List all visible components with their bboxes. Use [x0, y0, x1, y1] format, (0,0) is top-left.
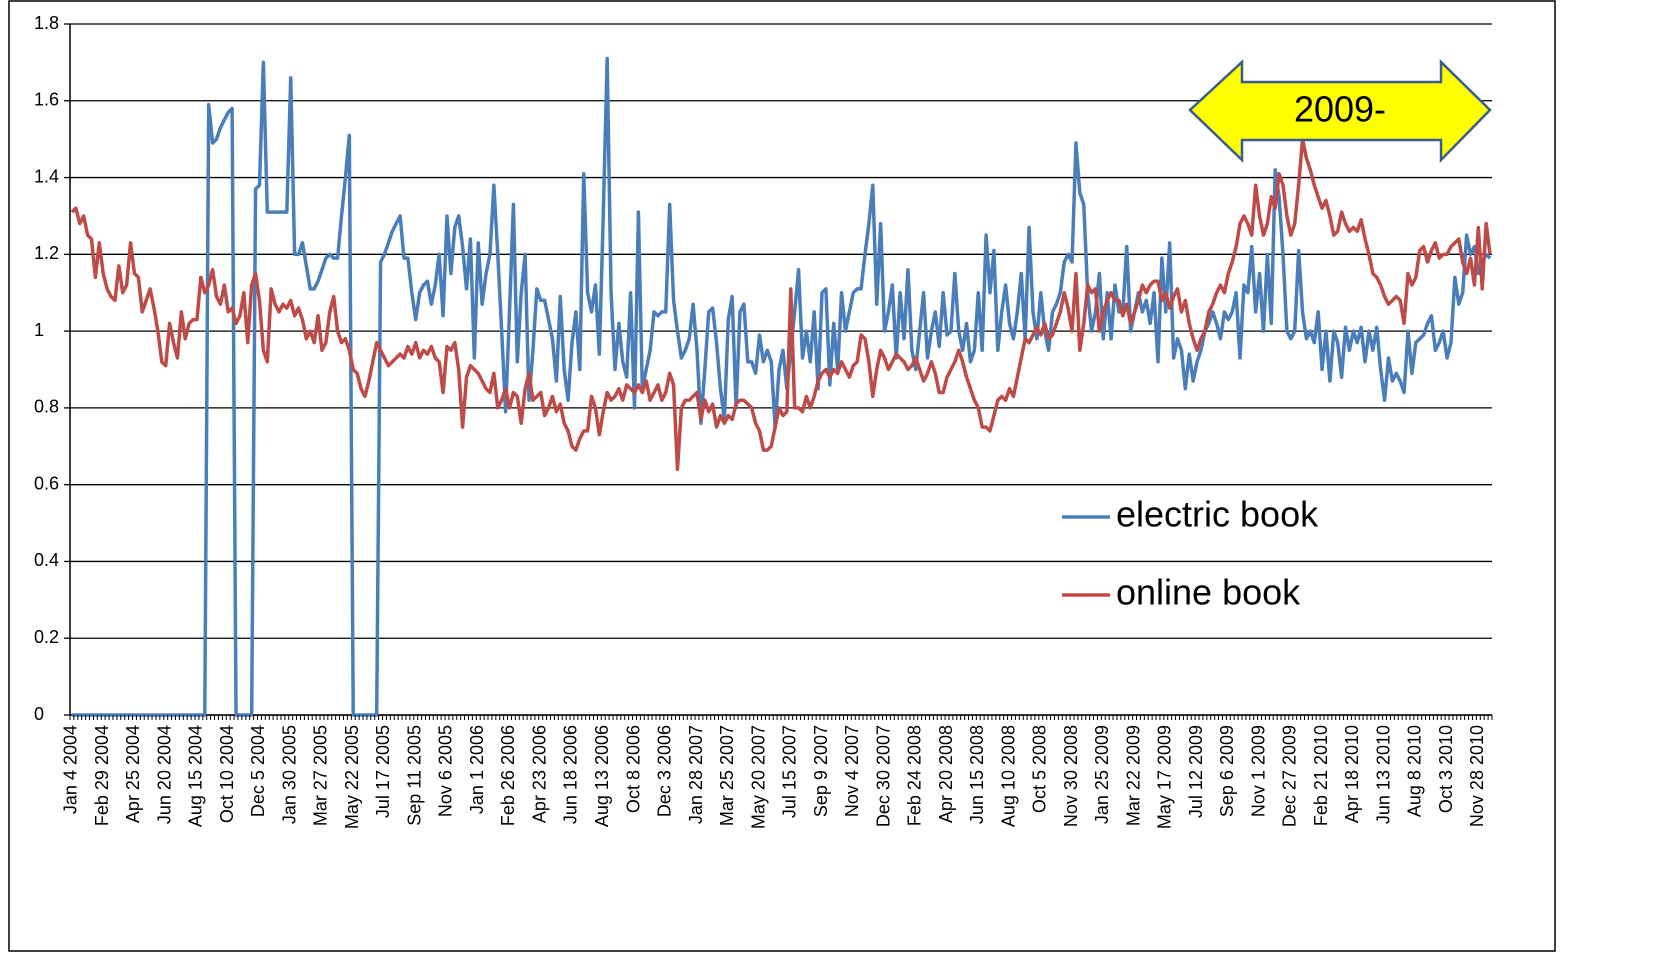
- x-tick-label: Mar 22 2009: [1123, 725, 1143, 826]
- x-tick-label: Jan 30 2005: [279, 725, 299, 824]
- series-line: [71, 56, 1492, 717]
- x-tick-label: Aug 15 2004: [186, 725, 206, 827]
- x-tick-label: Feb 24 2008: [905, 725, 925, 826]
- x-tick-label: Jul 12 2009: [1186, 725, 1206, 818]
- x-tick-label: Apr 18 2010: [1342, 725, 1362, 823]
- y-tick-label: 0: [34, 704, 44, 724]
- x-tick-label: Oct 10 2004: [217, 725, 237, 823]
- x-tick-label: Feb 21 2010: [1311, 725, 1331, 826]
- x-tick-label: Apr 25 2004: [123, 725, 143, 823]
- x-tick-label: Apr 20 2008: [936, 725, 956, 823]
- x-axis-labels: Jan 4 2004 Feb 29 2004 Apr 25 2004 Jun 20 2…: [61, 715, 1493, 829]
- x-tick-label: Nov 30 2008: [1061, 725, 1081, 827]
- x-tick-label: Jan 25 2009: [1092, 725, 1112, 824]
- x-tick-label: May 20 2007: [748, 725, 768, 829]
- legend-label: online book: [1116, 572, 1301, 613]
- y-tick-label: 0.8: [34, 397, 59, 417]
- x-tick-label: Dec 3 2006: [655, 725, 675, 817]
- x-tick-label: Jun 18 2006: [561, 725, 581, 824]
- x-tick-label: Sep 9 2007: [811, 725, 831, 817]
- x-tick-label: Jun 15 2008: [967, 725, 987, 824]
- y-tick-label: 1: [34, 320, 44, 340]
- y-tick-label: 0.2: [34, 627, 59, 647]
- legend: electric book online book: [1062, 494, 1319, 613]
- y-tick-label: 0.4: [34, 550, 59, 570]
- x-tick-label: Aug 10 2008: [998, 725, 1018, 827]
- x-tick-label: Nov 28 2010: [1467, 725, 1487, 827]
- x-tick-label: Oct 5 2008: [1030, 725, 1050, 813]
- x-tick-label: Jan 28 2007: [686, 725, 706, 824]
- annotation: 2009-: [1294, 89, 1386, 130]
- x-tick-label: Jan 1 2006: [467, 725, 487, 814]
- x-tick-label: Dec 30 2007: [873, 725, 893, 827]
- x-tick-label: Sep 6 2009: [1217, 725, 1237, 817]
- x-tick-label: Dec 27 2009: [1280, 725, 1300, 827]
- y-tick-label: 1.4: [34, 166, 59, 186]
- x-tick-label: Jun 20 2004: [154, 725, 174, 824]
- y-tick-label: 1.2: [34, 243, 59, 263]
- x-tick-label: Mar 25 2007: [717, 725, 737, 826]
- x-tick-label: Feb 29 2004: [92, 725, 112, 826]
- x-tick-label: Jan 4 2004: [61, 725, 81, 814]
- annotation-arrow: [1188, 59, 1492, 164]
- x-tick-label: Nov 6 2005: [436, 725, 456, 817]
- x-tick-label: Aug 8 2010: [1405, 725, 1425, 817]
- y-tick-label: 0.6: [34, 473, 59, 493]
- legend-label: electric book: [1116, 494, 1319, 535]
- x-tick-label: Oct 8 2006: [623, 725, 643, 813]
- x-tick-label: Jul 17 2005: [373, 725, 393, 818]
- x-tick-label: Feb 26 2006: [498, 725, 518, 826]
- x-tick-label: Apr 23 2006: [529, 725, 549, 823]
- series-line: [70, 137, 1492, 472]
- x-tick-label: May 17 2009: [1155, 725, 1175, 829]
- x-tick-label: Mar 27 2005: [311, 725, 331, 826]
- x-tick-label: Nov 1 2009: [1248, 725, 1268, 817]
- x-tick-label: Oct 3 2010: [1436, 725, 1456, 813]
- y-tick-label: 1.8: [34, 13, 59, 33]
- x-tick-label: Sep 11 2005: [404, 725, 424, 826]
- x-tick-label: Dec 5 2004: [248, 725, 268, 817]
- x-tick-label: Jul 15 2007: [780, 725, 800, 818]
- x-tick-label: Aug 13 2006: [592, 725, 612, 827]
- x-tick-label: Jun 13 2010: [1373, 725, 1393, 824]
- x-tick-label: Nov 4 2007: [842, 725, 862, 817]
- y-tick-label: 1.6: [34, 90, 59, 110]
- x-tick-label: May 22 2005: [342, 725, 362, 829]
